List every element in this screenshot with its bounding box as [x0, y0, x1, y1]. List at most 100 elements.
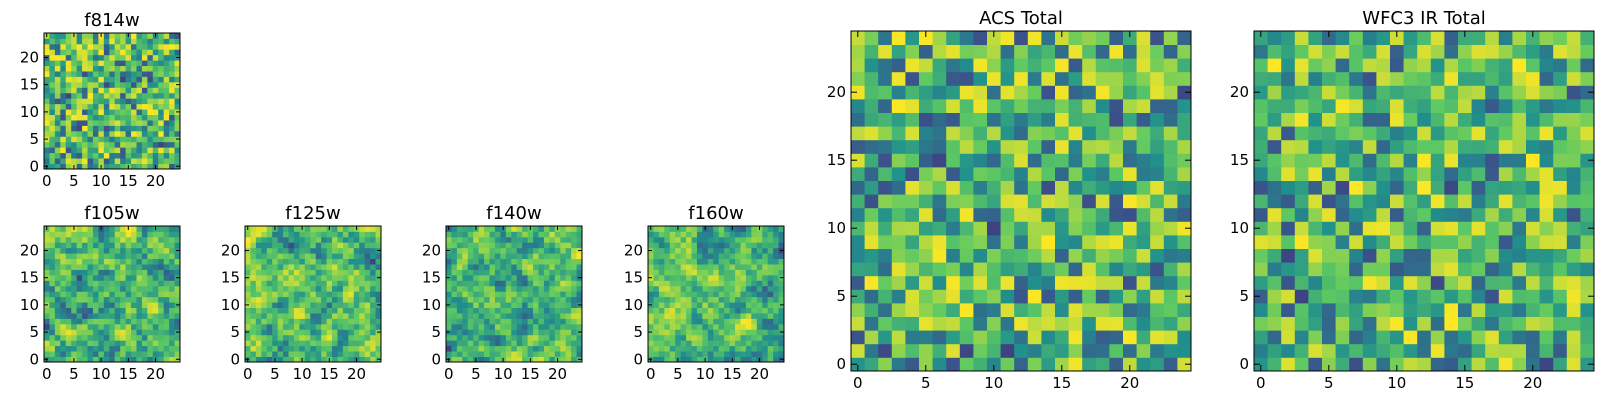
heatmap-cell [878, 289, 893, 304]
heatmap-cell [1349, 357, 1364, 372]
heatmap-cell [174, 340, 181, 347]
heatmap-cell [65, 136, 72, 143]
heatmap-cell [516, 226, 523, 232]
heatmap-cell [718, 280, 725, 287]
heatmap-cell [905, 44, 920, 59]
heatmap-cell [756, 253, 763, 260]
heatmap-cell [98, 307, 105, 314]
heatmap-cell [1294, 126, 1309, 141]
heatmap-cell [114, 226, 121, 232]
heatmap-cell [326, 280, 333, 287]
heatmap-cell [751, 313, 758, 319]
heatmap-cell [125, 302, 132, 308]
heatmap-cell [1362, 112, 1377, 127]
heatmap-cell [98, 54, 105, 61]
heatmap-cell [538, 345, 545, 352]
heatmap-cell [543, 356, 550, 363]
heatmap-cell [696, 307, 703, 314]
heatmap-cell [348, 340, 355, 347]
heatmap-cell [1566, 343, 1581, 358]
heatmap-cell [1430, 194, 1445, 209]
heatmap-cell [446, 280, 452, 287]
heatmap-cell [864, 235, 879, 249]
heatmap-cell [87, 356, 94, 363]
heatmap-cell [494, 313, 501, 319]
heatmap-cell [1553, 330, 1568, 345]
heatmap-cell [878, 167, 893, 181]
heatmap-cell [462, 280, 469, 287]
heatmap-cell [1014, 71, 1029, 86]
heatmap-cell [973, 126, 988, 141]
heatmap-cell [1444, 316, 1459, 331]
heatmap-cell [489, 226, 496, 232]
heatmap-cell [1068, 58, 1083, 73]
heatmap-cell [1458, 99, 1472, 113]
heatmap-cell [131, 269, 137, 276]
heatmap-cell [773, 236, 779, 243]
heatmap-cell [49, 114, 56, 121]
heatmap-cell [71, 49, 78, 56]
heatmap-cell [136, 253, 143, 260]
heatmap-cell [92, 43, 99, 50]
heatmap-cell [1041, 180, 1056, 195]
heatmap-cell [1417, 71, 1432, 86]
heatmap-cell [266, 242, 273, 249]
heatmap-cell [87, 125, 94, 132]
heatmap-cell [1553, 99, 1568, 113]
heatmap-cell [60, 81, 67, 88]
heatmap-cell [713, 247, 720, 254]
heatmap-cell [174, 120, 181, 126]
heatmap-cell [571, 323, 577, 330]
heatmap-cell [1027, 235, 1042, 249]
heatmap-cell [353, 236, 360, 243]
heatmap-cell [702, 258, 709, 265]
heatmap-cell [114, 98, 121, 105]
heatmap-cell [163, 54, 170, 61]
heatmap-cell [740, 296, 747, 303]
heatmap-cell [718, 274, 725, 281]
heatmap-cell [60, 109, 67, 115]
heatmap-cell [283, 285, 289, 292]
heatmap-cell [1027, 194, 1042, 209]
heatmap-cell [1014, 248, 1029, 263]
heatmap-cell [538, 226, 545, 232]
heatmap-cell [1041, 44, 1056, 59]
heatmap-cell [451, 285, 458, 292]
heatmap-cell [696, 329, 703, 336]
heatmap-cell [169, 120, 175, 126]
heatmap-cell [141, 38, 148, 45]
heatmap-cell [174, 158, 181, 164]
heatmap-cell [773, 334, 779, 341]
heatmap-cell [141, 136, 148, 143]
heatmap-cell [54, 136, 61, 143]
heatmap-cell [1281, 275, 1296, 290]
heatmap-cell [71, 280, 78, 287]
heatmap-cell [141, 125, 148, 132]
heatmap-cell [478, 351, 485, 357]
heatmap-cell [1458, 343, 1472, 358]
heatmap-cell [76, 269, 83, 276]
heatmap-cell [456, 226, 463, 232]
heatmap-cell [946, 207, 961, 222]
heatmap-cell [494, 356, 501, 363]
heatmap-cell [310, 236, 317, 243]
heatmap-cell [375, 313, 382, 319]
heatmap-cell [1014, 316, 1029, 331]
heatmap-cell [92, 141, 99, 148]
heatmap-cell [266, 351, 273, 357]
heatmap-cell [1417, 357, 1432, 372]
heatmap-cell [467, 258, 474, 265]
heatmap-cell [98, 65, 105, 72]
heatmap-cell [359, 351, 366, 357]
heatmap-cell [484, 258, 490, 265]
heatmap-cell [136, 76, 143, 83]
heatmap-cell [522, 291, 528, 298]
heatmap-cell [549, 291, 556, 298]
heatmap-cell [987, 99, 1001, 113]
x-tick-label: 15 [119, 365, 138, 383]
heatmap-cell [332, 318, 338, 325]
heatmap-cell [543, 269, 550, 276]
heatmap-cell [65, 351, 72, 357]
heatmap-cell [1123, 275, 1137, 290]
heatmap-cell [136, 71, 143, 77]
